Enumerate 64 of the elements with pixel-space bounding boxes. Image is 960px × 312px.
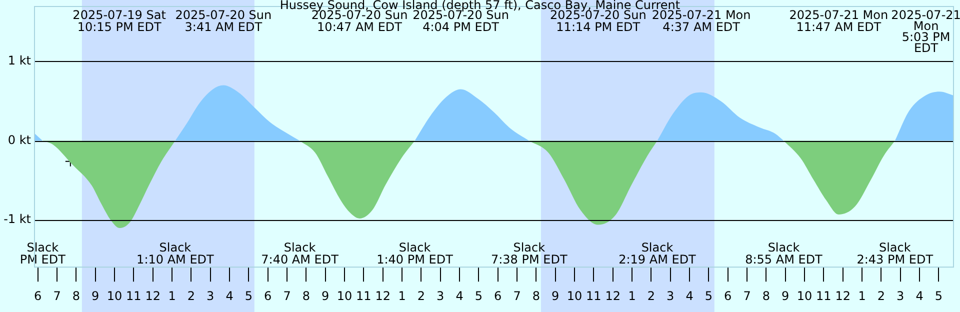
- x-tick-label: 8: [72, 288, 80, 303]
- x-tick-label: 7: [283, 288, 291, 303]
- x-tick-label: 4: [916, 288, 924, 303]
- x-tick-label: 2: [187, 288, 195, 303]
- x-tick-label: 3: [206, 288, 214, 303]
- x-tick-label: 11: [586, 288, 602, 303]
- x-tick-label: 10: [566, 288, 582, 303]
- annotation: Slack 2:43 PM EDT: [856, 240, 934, 267]
- x-tick-label: 1: [398, 288, 406, 303]
- annotation: Slack 7:38 PM EDT: [490, 240, 568, 267]
- annotation: Slack PM EDT: [20, 240, 66, 267]
- x-tick-label: 12: [605, 288, 620, 303]
- x-tick-label: 4: [456, 288, 464, 303]
- x-tick-label: 9: [782, 288, 790, 303]
- annotation: Slack 8:55 AM EDT: [745, 240, 824, 267]
- x-tick-label: 2: [647, 288, 655, 303]
- x-tick-label: 7: [53, 288, 61, 303]
- x-tick-label: 11: [126, 288, 142, 303]
- x-tick-label: 6: [494, 288, 502, 303]
- x-tick-label: 8: [762, 288, 770, 303]
- x-tick-label: 8: [302, 288, 310, 303]
- annotation: 2025-07-20 Sun 3:41 AM EDT: [175, 8, 272, 34]
- annotation: 2025-07-21 Mon 11:47 AM EDT: [789, 8, 888, 34]
- x-tick-label: 5: [704, 288, 712, 303]
- x-tick-label: 3: [436, 288, 444, 303]
- x-tick-label: 6: [34, 288, 42, 303]
- annotation: Slack 1:10 AM EDT: [136, 240, 215, 267]
- x-tick-label: 12: [375, 288, 390, 303]
- x-tick-label: 10: [796, 288, 812, 303]
- x-tick-label: 4: [226, 288, 234, 303]
- annotation: 2025-07-21 Mon 4:37 AM EDT: [652, 8, 751, 34]
- x-tick-label: 10: [336, 288, 352, 303]
- x-tick-label: 2: [877, 288, 885, 303]
- x-tick-label: 7: [743, 288, 751, 303]
- x-tick-label: 3: [666, 288, 674, 303]
- x-tick-label: 9: [552, 288, 560, 303]
- x-tick-label: 5: [474, 288, 482, 303]
- y-tick-label: 0 kt: [8, 132, 32, 147]
- x-tick-label: 4: [686, 288, 694, 303]
- x-tick-label: 3: [896, 288, 904, 303]
- x-tick-label: 11: [356, 288, 372, 303]
- annotation: Slack 7:40 AM EDT: [261, 240, 340, 267]
- x-tick-label: 5: [244, 288, 252, 303]
- x-tick-label: 1: [858, 288, 866, 303]
- annotation: Slack 1:40 PM EDT: [376, 240, 454, 267]
- x-tick-label: 5: [934, 288, 942, 303]
- y-tick-label: -1 kt: [4, 212, 32, 226]
- annotation: 2025-07-21 Mon 5:03 PM EDT: [891, 8, 960, 55]
- x-tick-label: 8: [532, 288, 540, 303]
- annotation: Slack 2:19 AM EDT: [618, 240, 697, 267]
- y-tick-label: 1 kt: [8, 54, 32, 68]
- x-tick-label: 12: [145, 288, 160, 303]
- x-tick-label: 6: [264, 288, 272, 303]
- x-tick-label: 1: [628, 288, 636, 303]
- x-tick-label: 12: [835, 288, 850, 303]
- x-tick-label: 6: [724, 288, 732, 303]
- x-tick-label: 11: [816, 288, 832, 303]
- x-tick-label: 2: [417, 288, 425, 303]
- x-tick-label: 1: [168, 288, 176, 303]
- x-tick-label: 10: [106, 288, 122, 303]
- x-tick-label: 7: [513, 288, 521, 303]
- x-tick-label: 9: [92, 288, 100, 303]
- annotation: 2025-07-19 Sat 10:15 PM EDT: [72, 8, 166, 34]
- x-tick-label: 9: [322, 288, 330, 303]
